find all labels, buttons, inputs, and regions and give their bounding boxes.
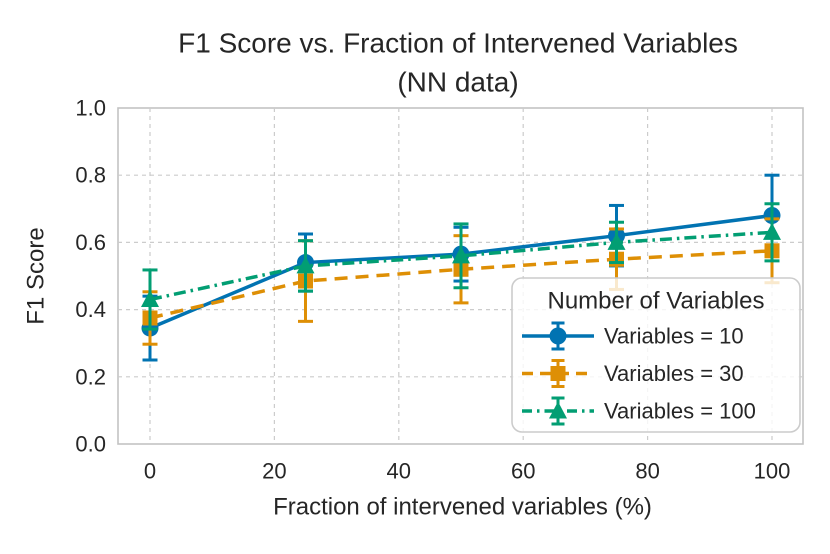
legend-marker-triangle-icon (549, 401, 567, 419)
y-tick-label: 1.0 (75, 96, 106, 121)
y-tick-label: 0.6 (75, 230, 106, 255)
x-tick-label: 20 (262, 459, 286, 484)
legend-marker-square-icon (550, 366, 566, 381)
legend-entry-variables-30: Variables = 30 (522, 359, 744, 388)
legend-entry-label: Variables = 30 (604, 361, 744, 386)
y-axis-label: F1 Score (23, 227, 50, 324)
y-tick-label: 0.4 (75, 297, 106, 322)
x-axis-label: Fraction of intervened variables (%) (273, 494, 652, 521)
y-tick-label: 0.8 (75, 163, 106, 188)
legend-box (511, 277, 801, 433)
series-line (149, 230, 773, 302)
series-variables-100 (141, 202, 781, 331)
x-tick-label: 0 (144, 459, 156, 484)
legend-entry-variables-10: Variables = 10 (522, 321, 744, 351)
legend-title: Number of Variables (548, 288, 765, 315)
x-tick-label: 40 (387, 459, 411, 484)
marker-triangle (296, 256, 315, 274)
marker-triangle (763, 222, 781, 240)
legend-marker-circle-icon (549, 327, 567, 345)
chart-title-line2: (NN data) (397, 67, 518, 98)
legend-entry-label: Variables = 100 (604, 399, 756, 424)
x-tick-label: 80 (635, 459, 659, 484)
x-tick-label: 100 (754, 459, 791, 484)
y-tick-label: 0.2 (75, 364, 106, 389)
marker-triangle (607, 232, 626, 250)
x-tick-label: 60 (511, 459, 535, 484)
chart-title-line1: F1 Score vs. Fraction of Intervened Vari… (178, 28, 738, 59)
marker-triangle (452, 246, 470, 264)
marker-triangle (141, 290, 159, 308)
legend-entry-variables-100: Variables = 100 (522, 396, 756, 426)
y-tick-label: 0.0 (75, 432, 106, 457)
legend-entry-label: Variables = 10 (604, 324, 744, 349)
legend: Number of Variables Variables = 10 Variabl… (511, 277, 801, 433)
